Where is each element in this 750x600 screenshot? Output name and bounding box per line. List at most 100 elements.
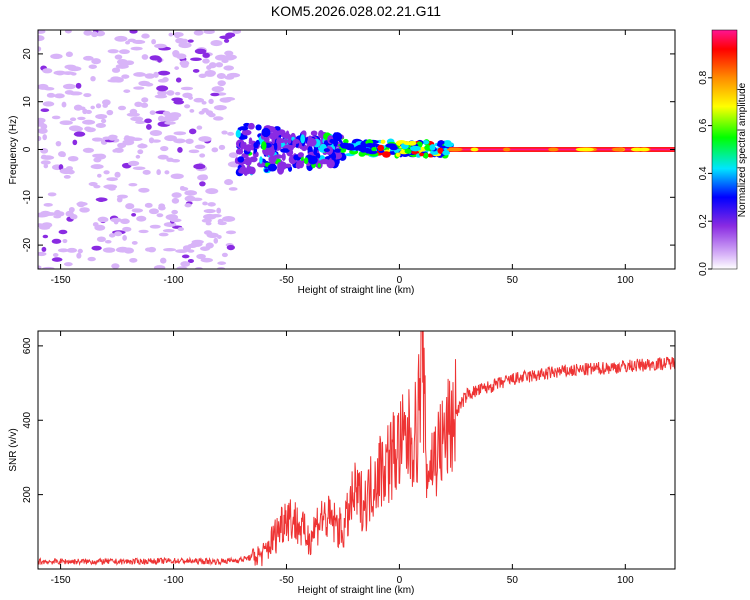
spectrogram-blob — [217, 266, 226, 269]
spectrogram-blob — [172, 50, 180, 57]
spectrogram-blob — [148, 208, 159, 215]
x-tick-label: 100 — [617, 275, 634, 286]
spectrogram-blob — [126, 112, 140, 117]
spectrogram-blob — [63, 262, 73, 267]
spectrogram-blob — [371, 147, 377, 152]
spectrogram-blob — [196, 125, 203, 130]
spectrogram-blob — [264, 168, 269, 173]
spectrogram-blob — [136, 215, 147, 222]
spectrogram-blob — [170, 159, 181, 163]
spectrogram-blob — [42, 234, 49, 239]
spectrogram-blob — [141, 97, 149, 103]
spectrogram-blob — [38, 223, 45, 228]
spectrogram-blob — [125, 40, 131, 45]
spectrogram-blob — [255, 124, 262, 131]
spectrogram-blob — [107, 49, 119, 54]
colorbar-label: Normalized spectral amplitude — [737, 82, 748, 217]
spectrogram-blob — [190, 57, 202, 62]
x-tick-label: 50 — [507, 575, 519, 586]
y-tick-label: 20 — [22, 48, 33, 60]
spectrogram-blob — [91, 31, 98, 38]
spectrogram-blob — [340, 149, 346, 153]
spectrogram-blob — [218, 144, 226, 150]
spectrogram-blob — [58, 151, 66, 157]
spectrogram-blob — [79, 106, 86, 110]
spectrogram-blob — [221, 130, 228, 135]
spectrogram-blob — [131, 212, 137, 217]
spectrogram-blob — [223, 38, 230, 43]
colorbar-tick-label: 0.4 — [698, 166, 709, 180]
spectrogram-blob — [245, 144, 252, 152]
spectrogram-blob — [170, 173, 184, 180]
spectrogram-blob — [153, 265, 166, 269]
spectrogram-blob — [200, 257, 213, 263]
spectrogram-blob — [228, 187, 238, 191]
spectrogram-blob — [144, 73, 156, 79]
spectrogram-blob — [177, 227, 184, 232]
spectrogram-blob — [174, 66, 180, 70]
spectrogram-blob — [62, 238, 68, 244]
snr-x-ticks: -150 -100 -50 0 50 100 — [51, 331, 634, 586]
spectrogram-blob — [247, 122, 255, 130]
spectrogram-blob — [188, 128, 197, 135]
spectrogram-blob — [95, 103, 102, 109]
spectrogram-blob — [149, 224, 161, 229]
spectrogram-blob — [108, 233, 116, 238]
spectrogram-blob — [202, 52, 210, 58]
spectrogram-blob — [219, 97, 232, 103]
spectrogram-blob — [110, 134, 118, 140]
spectrogram-blob — [284, 138, 288, 145]
spectrogram-blob — [217, 221, 227, 226]
colorbar-tick-label: 0.8 — [698, 70, 709, 84]
x-tick-label: -50 — [279, 575, 294, 586]
spectrogram-blob — [38, 128, 48, 134]
spectrogram-blob — [116, 196, 123, 203]
spectrogram-blob — [356, 144, 367, 152]
figure-title: KOM5.2026.028.02.21.G11 — [271, 3, 441, 19]
spectrogram-blob — [310, 130, 318, 137]
spectrogram-blob — [299, 144, 307, 150]
spectrogram-blob — [377, 144, 385, 151]
spectrogram-blob — [122, 234, 127, 241]
spectrogram-blob — [38, 251, 47, 257]
spectrogram-blob — [243, 135, 248, 140]
spectrogram-blob — [83, 55, 94, 61]
spectrogram-blob — [114, 231, 123, 237]
spectrogram-blob — [213, 105, 227, 111]
spectrogram-blob — [73, 131, 86, 137]
spectrogram-blob — [125, 203, 135, 210]
spectrogram-blob — [193, 30, 204, 36]
spectrogram-blob — [157, 115, 165, 122]
spectrogram-blob — [267, 163, 278, 172]
snr-frame — [37, 330, 676, 570]
spectrogram-blob — [202, 201, 208, 206]
spectrogram-blob — [365, 147, 370, 154]
spectrogram-blob — [287, 145, 294, 151]
spectrogram-blob — [55, 71, 65, 76]
x-tick-label: 100 — [617, 575, 634, 586]
spectrogram-blob — [158, 203, 166, 209]
spectrogram-blob — [111, 263, 120, 269]
spectrogram-blob — [157, 89, 167, 97]
spectrogram-blob — [446, 147, 463, 152]
spectrogram-blob — [203, 30, 215, 35]
spectrogram-blob — [163, 248, 176, 252]
spectrogram-blob — [144, 118, 152, 124]
spectrogram-blob — [162, 110, 171, 117]
y-tick-label: 10 — [22, 96, 33, 108]
spectrogram-blob — [96, 236, 106, 242]
x-tick-label: -100 — [164, 275, 184, 286]
spectrogram-blob — [137, 149, 144, 155]
spectrogram-blob — [235, 129, 241, 138]
spectrogram-blob — [76, 252, 82, 259]
spectrogram-blob — [130, 46, 143, 51]
spectrogram-blob — [212, 40, 223, 45]
spectrogram-blob — [83, 93, 92, 98]
spectrogram-blob — [333, 138, 338, 147]
spectrogram-blob — [367, 150, 378, 155]
spectrogram-blob — [83, 30, 93, 36]
spectrogram-blob — [318, 129, 324, 139]
spectrogram-blob — [329, 138, 335, 144]
spectrogram-blob — [54, 93, 65, 99]
